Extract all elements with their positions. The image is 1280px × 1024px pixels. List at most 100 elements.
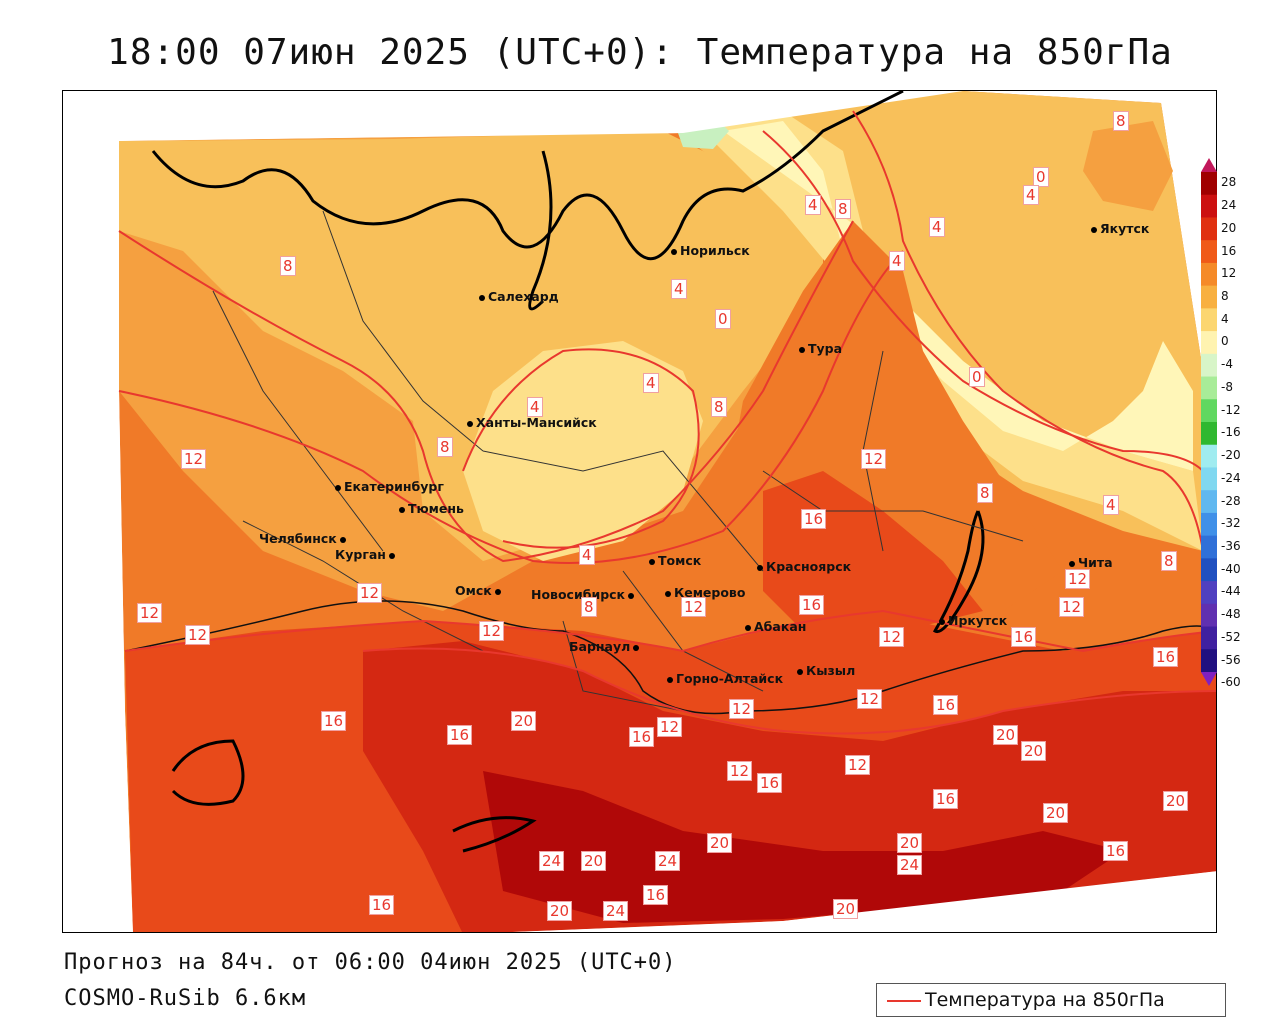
city-label: Абакан (754, 619, 807, 634)
lake-baikal (932, 510, 985, 634)
isotherm-label: 8 (977, 483, 993, 503)
city-label: Екатеринбург (344, 479, 444, 494)
colorbar-tick-label: -40 (1221, 561, 1241, 576)
city-marker (628, 592, 635, 599)
colorbar-labels: 28 24 20 16 12 8 4 0 -4 -8 -12 -16 -20 -24 -28 -32 -36 -4… (1221, 0, 1271, 1024)
outside-domain-top (119, 91, 963, 141)
city-label: Красноярск (766, 559, 852, 574)
colorbar-band (1201, 240, 1217, 264)
colorbar-tick-label: 24 (1221, 198, 1237, 213)
isotherm-label: 16 (321, 711, 347, 731)
isotherm-label: 12 (137, 603, 163, 623)
isotherm-label: 4 (527, 397, 543, 417)
colorbar-tick-label: 12 (1221, 266, 1237, 281)
isotherm-label: 16 (643, 885, 669, 905)
city-yekaterinburg: Екатеринбург (335, 479, 444, 494)
city-norilsk: Норильск (671, 243, 750, 258)
temperature-map: Норильск Салехард Тура Якутск Ханты-Манс… (62, 90, 1217, 933)
city-marker (467, 420, 473, 427)
yenisei-gulf (528, 150, 553, 311)
city-tura: Тура (799, 341, 842, 356)
colorbar-band (1201, 444, 1217, 468)
colorbar-band (1201, 558, 1217, 582)
city-krasnoyarsk: Красноярск (757, 559, 851, 574)
isotherm-label: 12 (357, 583, 383, 603)
city-abakan: Абакан (745, 619, 806, 634)
isotherm-label: 20 (1021, 741, 1047, 761)
city-label: Кемерово (674, 585, 746, 600)
city-marker (335, 484, 341, 491)
colorbar-bands (1201, 158, 1217, 686)
city-label: Челябинск (259, 531, 337, 546)
colorbar-tick-label: -44 (1221, 584, 1241, 599)
colorbar-band (1201, 262, 1217, 287)
isoline-0-east (762, 130, 1204, 472)
colorbar-top-arrow (1201, 158, 1217, 172)
city-salekhard: Салехард (479, 289, 559, 304)
isotherm-label: 24 (603, 901, 629, 921)
colorbar-band (1201, 376, 1217, 400)
colorbar-tick-label: 16 (1221, 243, 1237, 258)
colorbar-band (1201, 649, 1217, 673)
isotherm-label: 4 (1023, 185, 1039, 205)
colorbar-tick-label: 28 (1221, 175, 1237, 190)
city-barnaul: Барнаул (569, 639, 642, 654)
isotherm-label: 4 (671, 279, 687, 299)
city-chelyabinsk: Челябинск (259, 531, 349, 546)
city-label: Тюмень (408, 501, 464, 516)
city-tyumen: Тюмень (399, 501, 464, 516)
colorbar-tick-label: 8 (1221, 289, 1229, 303)
colorbar-tick-label: -48 (1221, 607, 1241, 622)
colorbar (1201, 158, 1217, 686)
isotherm-label: 12 (879, 627, 905, 647)
isotherm-label: 4 (889, 251, 905, 271)
isotherm-label: 12 (681, 597, 707, 617)
city-kemerovo: Кемерово (665, 585, 745, 600)
isotherm-label: 4 (579, 545, 595, 565)
city-label: Тура (808, 341, 843, 356)
city-label: Курган (335, 547, 386, 562)
isotherm-label: 24 (897, 855, 923, 875)
isotherm-label: 8 (280, 256, 296, 276)
colorbar-band (1201, 603, 1217, 628)
zone-below-0 (723, 121, 1193, 471)
colorbar-tick-label: -28 (1221, 493, 1241, 508)
arctic-coastline (151, 91, 904, 261)
city-label: Кызыл (806, 663, 856, 678)
city-marker (1069, 560, 1075, 567)
isotherm-label: 0 (715, 309, 731, 329)
isotherm-label: 16 (1153, 647, 1179, 667)
caspian-coast (171, 739, 245, 806)
isotherm-label: 24 (539, 851, 565, 871)
isotherm-label: 12 (1065, 569, 1091, 589)
city-marker (1091, 226, 1097, 233)
city-marker (339, 536, 346, 543)
colorbar-band (1201, 512, 1217, 537)
colorbar-band (1201, 399, 1217, 423)
colorbar-band (1201, 535, 1217, 559)
colorbar-band (1201, 490, 1217, 514)
isoline-20 (362, 647, 1216, 735)
isotherm-label: 20 (1043, 803, 1069, 823)
city-label: Салехард (488, 289, 559, 304)
isotherm-label: 4 (929, 217, 945, 237)
isotherm-label: 4 (805, 195, 821, 215)
balkhash-coast (452, 816, 537, 853)
isoline-16 (124, 609, 1216, 653)
isotherm-label: 12 (845, 755, 871, 775)
model-name: COSMO-RuSib 6.6км (64, 986, 307, 1011)
isotherm-label: 8 (1161, 551, 1177, 571)
colorbar-band (1201, 422, 1217, 446)
colorbar-band (1201, 217, 1217, 241)
city-marker (671, 248, 677, 255)
colorbar-tick-label: 4 (1221, 311, 1229, 326)
isotherm-label: 8 (1113, 111, 1129, 131)
city-marker (399, 506, 405, 513)
city-marker (633, 644, 640, 651)
isotherm-label: 20 (707, 833, 733, 853)
colorbar-band (1201, 331, 1217, 355)
city-marker (939, 618, 945, 625)
city-khanty-mansiysk: Ханты-Мансийск (467, 415, 597, 430)
isotherm-label: 20 (993, 725, 1019, 745)
isotherm-label: 12 (861, 449, 887, 469)
